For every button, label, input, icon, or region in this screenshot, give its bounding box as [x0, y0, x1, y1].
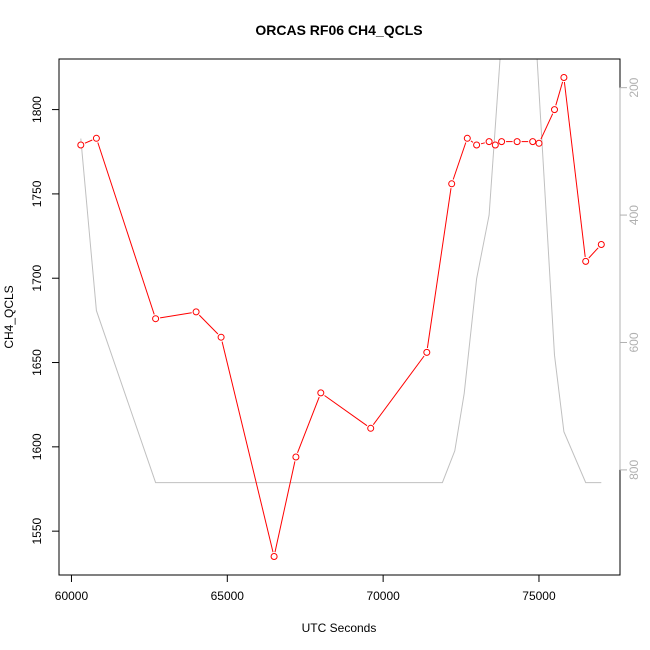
y-tick-label: 1800	[30, 96, 44, 123]
data-point	[491, 141, 499, 149]
y2-tick-label: 600	[627, 332, 641, 352]
y-axis-right: 200 400 600 800	[619, 77, 641, 480]
x-tick-label: 75000	[522, 589, 556, 603]
data-point	[485, 138, 493, 146]
primary-series-segment	[452, 142, 467, 180]
primary-series-segment	[555, 81, 564, 106]
primary-series-segment	[426, 188, 452, 349]
data-point	[513, 138, 521, 146]
data-point	[473, 141, 481, 149]
x-tick-label: 70000	[366, 589, 400, 603]
primary-series-segment	[372, 355, 425, 425]
primary-series-segment	[563, 81, 586, 257]
y2-tick-label: 200	[627, 77, 641, 97]
y-axis-left: 1550 1600 1650 1700 1750 1800	[30, 96, 60, 545]
primary-series-segment	[84, 139, 93, 144]
data-point	[529, 138, 537, 146]
chart-title: ORCAS RF06 CH4_QCLS	[255, 22, 422, 38]
y-tick-label: 1550	[30, 517, 44, 544]
y2-tick-label: 400	[627, 205, 641, 225]
primary-series-segment	[297, 396, 320, 453]
data-point	[367, 424, 375, 432]
data-point	[535, 139, 543, 147]
y-tick-label: 1600	[30, 433, 44, 460]
primary-series-segment	[588, 247, 599, 259]
primary-series-segment	[198, 314, 219, 335]
data-point	[192, 308, 200, 316]
primary-series-segment	[160, 312, 192, 319]
x-axis: 60000 65000 70000 75000	[55, 574, 556, 603]
data-point	[597, 241, 605, 248]
data-point	[560, 74, 568, 81]
data-point	[152, 315, 160, 323]
primary-series-layer	[77, 74, 605, 560]
primary-series-segment	[324, 395, 368, 427]
primary-series-segment	[97, 142, 155, 315]
x-tick-label: 60000	[55, 589, 89, 603]
primary-series-segment	[480, 142, 485, 145]
data-point	[423, 348, 431, 356]
data-point	[292, 453, 300, 461]
data-point	[92, 134, 100, 142]
y-tick-label: 1650	[30, 349, 44, 376]
data-point	[448, 180, 456, 188]
data-point	[317, 389, 325, 397]
x-tick-label: 65000	[211, 589, 245, 603]
x-axis-label: UTC Seconds	[302, 621, 377, 635]
y-axis-label: CH4_QCLS	[2, 285, 16, 348]
secondary-series-layer	[80, 59, 602, 484]
primary-series-segment	[221, 341, 274, 553]
data-point	[217, 333, 225, 341]
data-point	[463, 134, 471, 142]
data-point	[498, 138, 506, 146]
data-point	[551, 106, 558, 114]
y2-tick-label: 800	[627, 460, 641, 480]
primary-series-segment	[470, 140, 474, 143]
data-point	[582, 257, 590, 265]
data-point	[77, 141, 85, 149]
primary-series-segment	[274, 461, 296, 553]
secondary-series-line	[80, 59, 602, 484]
data-point	[270, 553, 278, 560]
y-tick-label: 1700	[30, 265, 44, 292]
y-tick-label: 1750	[30, 180, 44, 207]
primary-series-segment	[540, 113, 554, 140]
